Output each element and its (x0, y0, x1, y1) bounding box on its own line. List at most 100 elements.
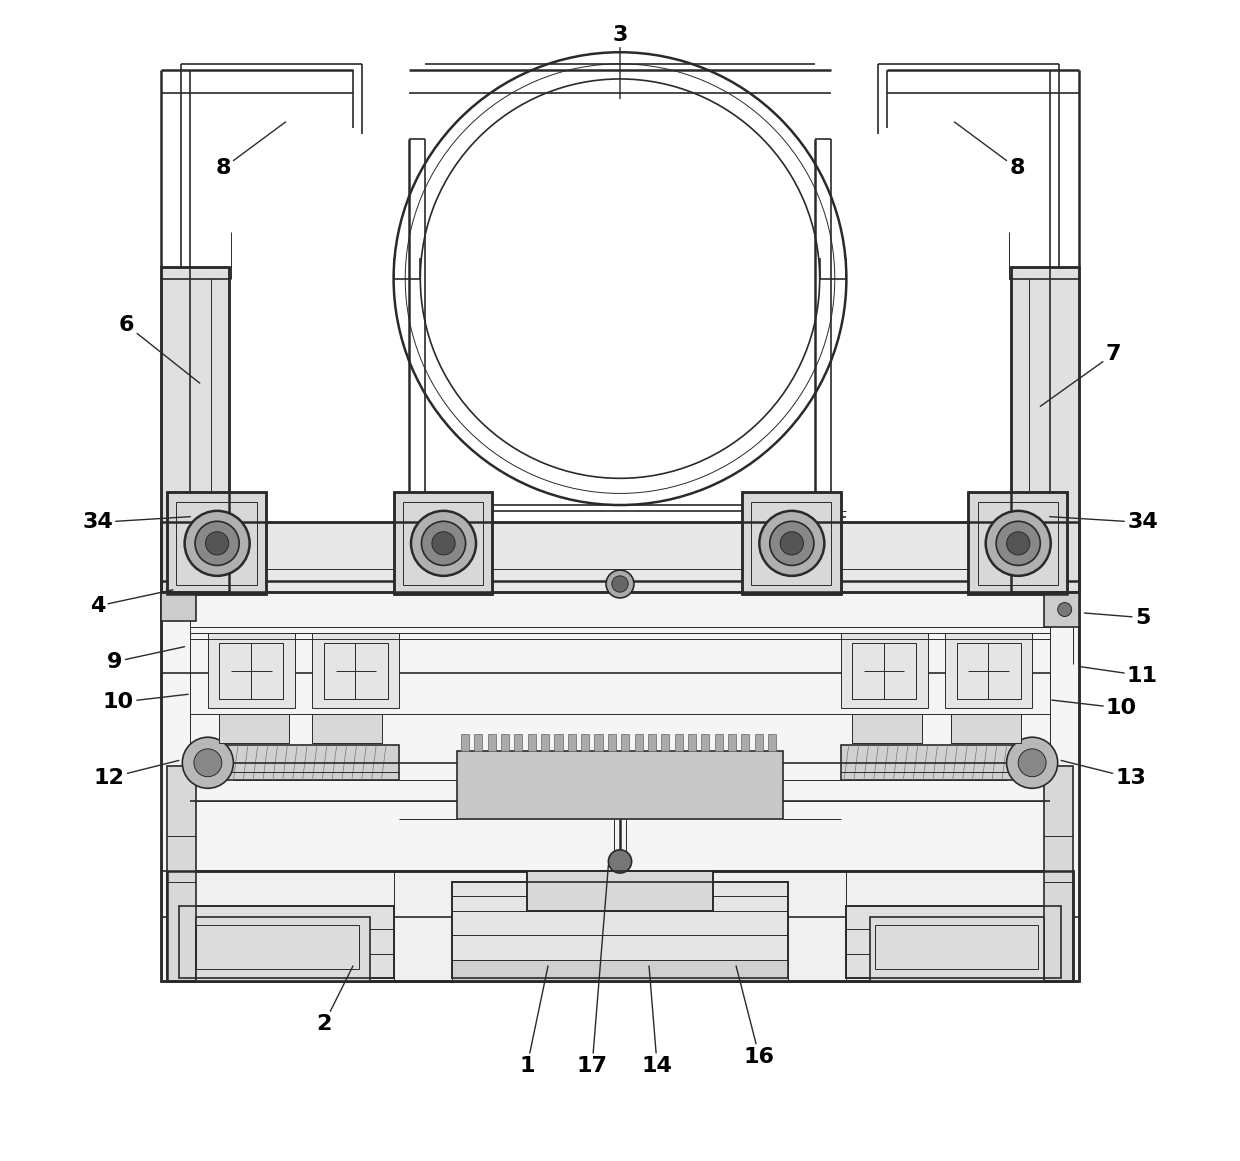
Bar (647, 734, 656, 751)
Circle shape (606, 570, 634, 598)
Circle shape (759, 511, 825, 576)
Bar (161, 267, 228, 592)
Text: 8: 8 (955, 122, 1024, 179)
Bar (458, 751, 782, 819)
Text: 5: 5 (1085, 607, 1151, 628)
Bar (852, 643, 916, 699)
Bar (742, 492, 841, 594)
Text: 34: 34 (82, 512, 191, 533)
Bar (179, 906, 393, 978)
Text: 16: 16 (737, 966, 775, 1067)
Bar (541, 734, 549, 751)
Circle shape (611, 576, 629, 592)
Bar (527, 871, 713, 911)
Bar (869, 917, 1044, 981)
Bar (951, 714, 1021, 743)
Bar (702, 734, 709, 751)
Text: 7: 7 (1040, 344, 1121, 406)
Text: 17: 17 (577, 865, 609, 1076)
Bar (621, 734, 629, 751)
Circle shape (410, 511, 476, 576)
Circle shape (1007, 532, 1030, 555)
Bar (728, 734, 737, 751)
Text: 34: 34 (1049, 512, 1158, 533)
Bar (661, 734, 670, 751)
Bar (161, 522, 1079, 592)
Bar (742, 734, 749, 751)
Bar (196, 917, 371, 981)
Circle shape (1007, 737, 1058, 788)
Bar (393, 492, 492, 594)
Bar (977, 502, 1058, 585)
Circle shape (780, 532, 804, 555)
Bar (528, 734, 536, 751)
Circle shape (770, 521, 813, 565)
Bar (167, 492, 265, 594)
Bar (755, 734, 763, 751)
Bar (161, 522, 1079, 592)
Bar (451, 882, 789, 978)
Bar (675, 734, 683, 751)
Bar (461, 734, 469, 751)
Bar (219, 714, 289, 743)
Bar (847, 906, 1061, 978)
Bar (841, 745, 1049, 780)
Bar (852, 714, 921, 743)
Bar (742, 492, 841, 594)
Bar (451, 882, 789, 978)
Bar (768, 734, 776, 751)
Circle shape (1058, 603, 1071, 616)
Circle shape (193, 749, 222, 777)
Bar (161, 580, 1079, 981)
Bar (568, 734, 575, 751)
Bar (608, 734, 616, 751)
Circle shape (182, 737, 233, 788)
Text: 1: 1 (520, 966, 548, 1076)
Text: 4: 4 (89, 590, 174, 616)
Text: 10: 10 (103, 692, 188, 713)
Bar (474, 734, 482, 751)
Bar (179, 906, 393, 978)
Text: 11: 11 (1079, 665, 1158, 686)
Bar (451, 960, 789, 981)
Bar (841, 633, 928, 708)
Bar (582, 734, 589, 751)
Circle shape (422, 521, 465, 565)
Bar (594, 734, 603, 751)
Bar (393, 492, 492, 594)
Bar (515, 734, 522, 751)
Circle shape (206, 532, 228, 555)
Bar (167, 766, 196, 981)
Text: 2: 2 (316, 966, 353, 1034)
Bar (161, 267, 228, 592)
Bar (751, 502, 831, 585)
Bar (167, 492, 265, 594)
Bar (968, 492, 1066, 594)
Bar (1012, 267, 1079, 592)
Bar (554, 734, 563, 751)
Bar (208, 633, 295, 708)
Bar (635, 734, 642, 751)
Bar (1044, 592, 1079, 627)
Text: 10: 10 (1052, 698, 1137, 719)
Text: 14: 14 (642, 966, 672, 1076)
Circle shape (986, 511, 1050, 576)
Text: 12: 12 (94, 760, 179, 788)
Bar (875, 925, 1038, 969)
Bar (527, 871, 713, 911)
Bar (176, 502, 257, 585)
Bar (501, 734, 510, 751)
Text: 9: 9 (108, 647, 185, 672)
Text: 8: 8 (216, 122, 285, 179)
Circle shape (185, 511, 249, 576)
Bar (688, 734, 696, 751)
Bar (161, 580, 1079, 981)
Circle shape (195, 521, 239, 565)
Circle shape (609, 850, 631, 873)
Bar (1012, 267, 1079, 592)
Bar (957, 643, 1021, 699)
Circle shape (996, 521, 1040, 565)
Text: 3: 3 (613, 24, 627, 99)
Bar (196, 925, 358, 969)
Bar (312, 714, 382, 743)
